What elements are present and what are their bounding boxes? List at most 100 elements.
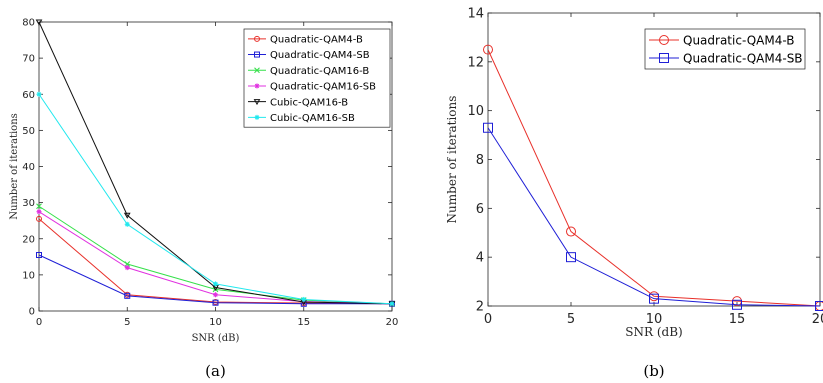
- legend-label: Quadratic-QAM4-B: [683, 33, 795, 47]
- legend-marker: [659, 53, 669, 63]
- data-point: [213, 281, 218, 287]
- y-tick-label: 10: [22, 270, 35, 281]
- x-axis-label: SNR (dB): [192, 333, 240, 344]
- legend-label: Quadratic-QAM16-SB: [270, 82, 376, 93]
- legend-marker-b: [254, 67, 260, 74]
- legend-item: Cubic-QAM16-B: [248, 97, 348, 108]
- series-5: [36, 91, 395, 307]
- y-tick-label: 80: [22, 18, 35, 29]
- y-tick-label: 14: [467, 7, 484, 22]
- x-tick-label: 0: [484, 312, 492, 327]
- y-tick-label: 6: [476, 202, 484, 217]
- data-point: [815, 301, 823, 311]
- y-tick-label: 8: [476, 153, 484, 168]
- y-tick-label: 2: [476, 300, 484, 315]
- x-tick-label: 5: [567, 312, 575, 327]
- legend-marker: [659, 35, 669, 45]
- legend-item: Quadratic-QAM16-SB: [248, 82, 376, 93]
- data-point: [36, 203, 42, 210]
- y-tick-label: 20: [22, 234, 35, 245]
- data-point: [124, 265, 130, 271]
- data-point-ray3: [301, 297, 306, 302]
- legend-label: Quadratic-QAM16-B: [270, 66, 369, 77]
- x-tick-label: 0: [36, 317, 42, 328]
- series-1: [483, 122, 823, 311]
- legend-label: Quadratic-QAM4-SB: [270, 50, 370, 61]
- data-point-ray3: [125, 222, 130, 227]
- legend-label: Cubic-QAM16-SB: [270, 113, 355, 124]
- data-point-ray3: [36, 92, 42, 97]
- legend-marker: [254, 35, 260, 42]
- legend-marker: [254, 67, 260, 74]
- legend-item: Cubic-QAM16-SB: [248, 113, 355, 124]
- y-tick-label: 0: [29, 307, 35, 318]
- data-point: [732, 299, 742, 310]
- legend-marker-ray3: [254, 83, 260, 89]
- data-point: [36, 91, 42, 97]
- data-point: [124, 292, 131, 299]
- y-tick-label: 12: [467, 55, 484, 70]
- caption: (b): [643, 362, 664, 380]
- legend-label: Quadratic-QAM4-SB: [683, 51, 803, 65]
- legend-box: [644, 28, 806, 70]
- x-tick-label: 20: [386, 317, 399, 328]
- data-point: [35, 19, 43, 26]
- legend-label: Cubic-QAM16-B: [270, 97, 348, 108]
- legend-item: Quadratic-QAM4-SB: [649, 51, 803, 65]
- data-point-ray3: [36, 209, 42, 214]
- data-point: [36, 252, 42, 259]
- x-tick-label: 15: [729, 312, 746, 327]
- x-tick-label: 5: [124, 317, 130, 328]
- data-point-ray3: [213, 281, 218, 287]
- series-line: [38, 254, 392, 305]
- data-point-b: [124, 261, 131, 267]
- data-point: [213, 292, 218, 298]
- data-point-ray3: [213, 292, 218, 297]
- x-axis-label: SNR (dB): [625, 325, 682, 339]
- legend-item: Quadratic-QAM4-B: [649, 33, 795, 47]
- data-point-ray3: [389, 301, 395, 306]
- data-point: [566, 252, 576, 263]
- chart-b: 0 5 10 15 20 2 4 6 8 10 12 14 SNR (dB) Number of iter…: [445, 7, 823, 380]
- y-tick-label: 70: [22, 54, 35, 65]
- data-point: [483, 122, 493, 133]
- legend-label: Quadratic-QAM4-B: [270, 34, 363, 45]
- y-tick-label: 50: [22, 126, 35, 137]
- legend-item: Quadratic-QAM4-SB: [248, 50, 370, 61]
- legend-marker: [254, 51, 260, 58]
- y-axis-label: Number of iterations: [445, 96, 459, 224]
- y-tick-label: 4: [476, 251, 484, 266]
- x-tick-label: 10: [209, 317, 222, 328]
- legend-box: [243, 28, 391, 128]
- data-point: [483, 44, 493, 55]
- legend-marker: [254, 83, 260, 89]
- data-point: [123, 212, 131, 219]
- y-tick-label: 10: [467, 104, 484, 119]
- legend-item: Quadratic-QAM16-B: [248, 66, 369, 77]
- data-point: [301, 296, 307, 302]
- data-point: [566, 226, 576, 237]
- data-point: [212, 299, 219, 306]
- x-tick-label: 15: [297, 317, 310, 328]
- data-point: [124, 261, 131, 267]
- legend: Quadratic-QAM4-B Quadratic-QAM4-SB Quadrat…: [243, 28, 391, 128]
- y-tick-label: 30: [22, 198, 35, 209]
- x-tick-label: 20: [812, 312, 823, 327]
- series-line: [38, 21, 393, 305]
- legend-marker-ray3: [254, 115, 260, 120]
- y-axis-label: Number of iterations: [9, 113, 20, 220]
- x-tick-label: 10: [646, 312, 663, 327]
- data-point: [649, 293, 659, 304]
- data-point: [124, 221, 130, 227]
- data-point: [36, 215, 42, 222]
- legend-marker: [253, 99, 261, 106]
- chart-a: 0 5 10 15 20 0 10 20 30 40 50 60 70 80 SNR (dB) Number …: [9, 18, 398, 381]
- data-point: [389, 301, 395, 307]
- legend-marker: [254, 114, 260, 120]
- series-line: [487, 49, 821, 307]
- caption: (a): [205, 362, 226, 380]
- y-tick-label: 60: [22, 90, 35, 101]
- legend: Quadratic-QAM4-B Quadratic-QAM4-SB: [644, 28, 806, 70]
- legend-item: Quadratic-QAM4-B: [248, 34, 363, 45]
